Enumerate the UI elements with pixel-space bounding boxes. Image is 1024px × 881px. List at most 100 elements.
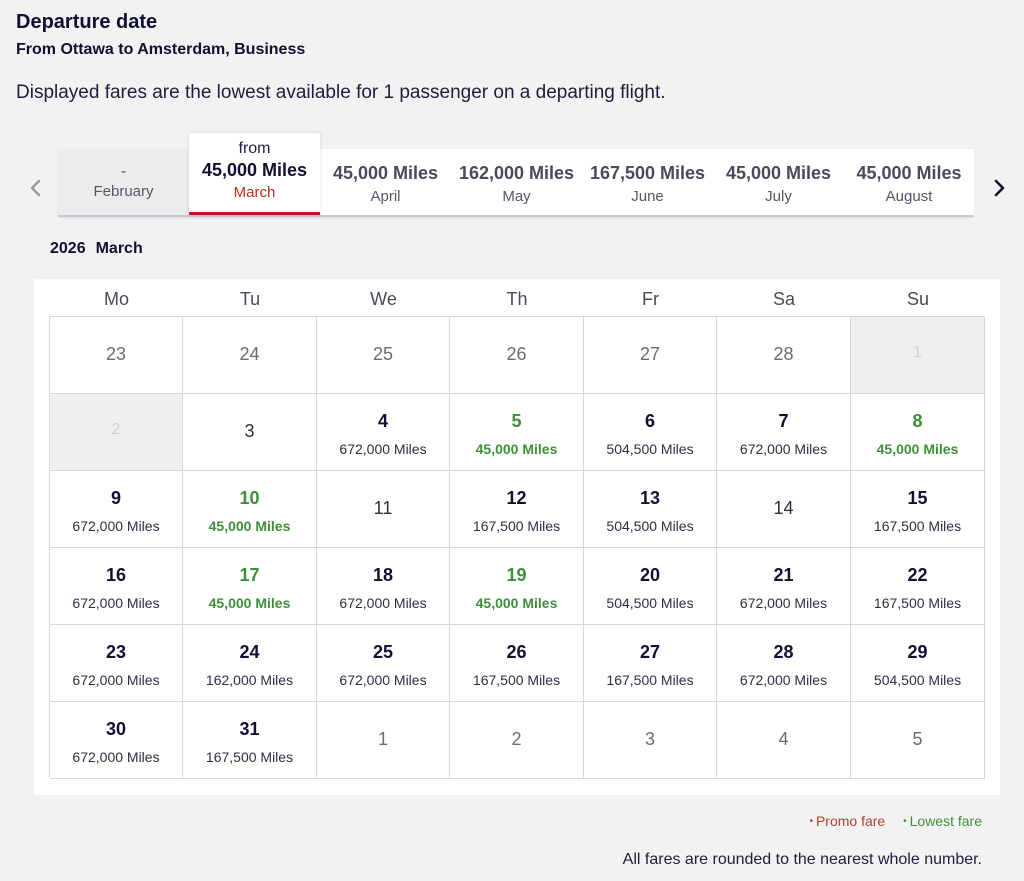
weekday-label: Fr <box>642 289 659 309</box>
day-number: 4 <box>377 411 388 431</box>
month-name: August <box>885 188 933 205</box>
day-fare: 167,500 Miles <box>472 518 561 534</box>
calendar-day-cell[interactable]: 17 45,000 Miles <box>183 548 317 625</box>
calendar-day-cell[interactable]: 9 672,000 Miles <box>50 471 183 548</box>
month-price: 45,000 Miles <box>201 160 308 180</box>
month-price: 45,000 Miles <box>725 163 832 183</box>
calendar-day-cell[interactable]: 15 167,500 Miles <box>851 471 985 548</box>
legend-promo: • Promo fare <box>809 813 885 829</box>
calendar-day-cell: 5 <box>851 702 985 779</box>
day-number: 26 <box>506 344 527 364</box>
day-number: 3 <box>644 729 655 749</box>
day-number: 29 <box>907 642 928 662</box>
day-fare: 167,500 Miles <box>873 518 962 534</box>
day-fare: 504,500 Miles <box>606 595 694 611</box>
weekday-label: We <box>370 289 397 309</box>
month-name: March <box>233 184 276 201</box>
calendar-day-cell[interactable]: 25 672,000 Miles <box>317 625 450 702</box>
day-number: 1 <box>377 729 388 749</box>
day-number: 10 <box>239 488 260 508</box>
day-number: 22 <box>907 565 928 585</box>
day-number: 25 <box>372 642 394 662</box>
day-number: 27 <box>639 642 661 662</box>
calendar-year: 2026 <box>50 240 86 257</box>
calendar-day-cell[interactable]: 30 672,000 Miles <box>50 702 183 779</box>
calendar-day-cell[interactable]: 28 672,000 Miles <box>717 625 851 702</box>
chevron-right-icon[interactable] <box>990 176 1010 200</box>
legend-lowest-label: Lowest fare <box>909 813 982 829</box>
day-number: 5 <box>511 411 522 431</box>
weekday-label: Tu <box>239 289 261 309</box>
day-number: 2 <box>511 729 522 749</box>
day-number: 14 <box>773 498 794 518</box>
chevron-left-icon[interactable] <box>26 176 46 200</box>
day-fare: 672,000 Miles <box>72 595 160 611</box>
month-price: 45,000 Miles <box>856 163 962 183</box>
day-fare: 672,000 Miles <box>72 518 160 534</box>
day-number: 7 <box>778 411 789 431</box>
calendar-day-cell[interactable]: 6 504,500 Miles <box>584 394 717 471</box>
month-tab-june[interactable]: 167,500 Miles June <box>582 149 713 215</box>
calendar-day-cell[interactable]: 13 504,500 Miles <box>584 471 717 548</box>
calendar-day-cell[interactable]: 16 672,000 Miles <box>50 548 183 625</box>
calendar-day-cell: 23 <box>50 317 183 394</box>
month-tab-april[interactable]: 45,000 Miles April <box>320 149 451 215</box>
calendar-day-cell[interactable]: 26 167,500 Miles <box>450 625 584 702</box>
calendar-day-cell: 25 <box>317 317 450 394</box>
calendar-day-cell[interactable]: 22 167,500 Miles <box>851 548 985 625</box>
calendar-day-cell[interactable]: 4 672,000 Miles <box>317 394 450 471</box>
calendar-day-cell[interactable]: 12 167,500 Miles <box>450 471 584 548</box>
weekday-label: Th <box>506 289 528 309</box>
month-name: May <box>502 188 531 205</box>
day-number: 25 <box>372 344 394 364</box>
day-number: 28 <box>773 344 794 364</box>
month-name: April <box>370 188 401 205</box>
calendar-day-cell: 28 <box>717 317 851 394</box>
calendar-day-cell[interactable]: 20 504,500 Miles <box>584 548 717 625</box>
weekday-label: Mo <box>103 289 129 309</box>
calendar-day-cell: 2 <box>450 702 584 779</box>
day-number: 20 <box>639 565 661 585</box>
calendar-day-cell[interactable]: 27 167,500 Miles <box>584 625 717 702</box>
calendar-day-cell[interactable]: 7 672,000 Miles <box>717 394 851 471</box>
day-number: 31 <box>239 719 260 739</box>
day-fare: 162,000 Miles <box>205 672 294 688</box>
day-number: 27 <box>639 344 661 364</box>
day-number: 12 <box>506 488 527 508</box>
day-number: 1 <box>913 344 922 361</box>
calendar-panel: Mo Tu We Th Fr Sa Su 23 24 25 26 27 28 1 2 3 4 672,000 M… <box>34 279 1000 795</box>
day-number: 13 <box>639 488 661 508</box>
calendar-day-cell[interactable]: 31 167,500 Miles <box>183 702 317 779</box>
day-number: 23 <box>105 642 127 662</box>
calendar-day-cell: 2 <box>50 394 183 471</box>
month-tab-march[interactable]: from 45,000 Miles March <box>189 133 320 215</box>
day-number: 24 <box>239 642 260 662</box>
day-fare: 672,000 Miles <box>339 441 427 457</box>
month-tab-july[interactable]: 45,000 Miles July <box>713 149 844 215</box>
month-tab-may[interactable]: 162,000 Miles May <box>451 149 582 215</box>
month-tab-august[interactable]: 45,000 Miles August <box>844 149 974 215</box>
calendar-day-cell[interactable]: 19 45,000 Miles <box>450 548 584 625</box>
calendar-day-cell[interactable]: 29 504,500 Miles <box>851 625 985 702</box>
calendar-day-cell[interactable]: 10 45,000 Miles <box>183 471 317 548</box>
day-fare: 167,500 Miles <box>205 749 294 765</box>
calendar-day-cell[interactable]: 24 162,000 Miles <box>183 625 317 702</box>
calendar-day-cell[interactable]: 23 672,000 Miles <box>50 625 183 702</box>
calendar-day-cell: 3 <box>183 394 317 471</box>
legend-lowest: • Lowest fare <box>903 813 982 829</box>
month-name: February <box>93 183 154 200</box>
day-fare: 45,000 Miles <box>208 518 291 534</box>
promo-dot-icon: • <box>809 816 813 827</box>
calendar-day-cell[interactable]: 5 45,000 Miles <box>450 394 584 471</box>
month-from-label: from <box>238 140 271 157</box>
calendar-grid: 23 24 25 26 27 28 1 2 3 4 672,000 Miles 5 45,000 Mil… <box>49 316 985 779</box>
day-fare: 672,000 Miles <box>339 672 427 688</box>
month-price: 45,000 Miles <box>332 163 439 183</box>
day-number: 24 <box>239 344 260 364</box>
route-subtitle: From Ottawa to Amsterdam, Business <box>16 41 306 58</box>
calendar-day-cell: 4 <box>717 702 851 779</box>
calendar-day-cell[interactable]: 18 672,000 Miles <box>317 548 450 625</box>
calendar-day-cell[interactable]: 21 672,000 Miles <box>717 548 851 625</box>
day-number: 21 <box>773 565 794 585</box>
calendar-day-cell[interactable]: 8 45,000 Miles <box>851 394 985 471</box>
